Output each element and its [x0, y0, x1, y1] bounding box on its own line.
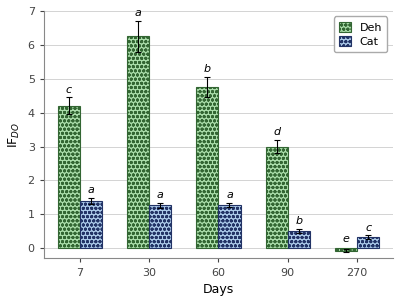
- Bar: [149, 205, 171, 248]
- Bar: [127, 36, 149, 248]
- Text: a: a: [157, 190, 164, 200]
- Bar: [357, 237, 379, 248]
- Bar: [80, 201, 102, 248]
- Bar: [218, 205, 240, 248]
- Bar: [196, 87, 218, 248]
- Text: d: d: [273, 127, 280, 137]
- X-axis label: Days: Days: [203, 283, 234, 296]
- Bar: [335, 248, 357, 251]
- Text: b: b: [204, 64, 211, 74]
- Text: c: c: [365, 223, 371, 233]
- Text: b: b: [295, 216, 302, 226]
- Bar: [288, 231, 310, 248]
- Text: e: e: [342, 234, 349, 244]
- Bar: [58, 106, 80, 248]
- Text: a: a: [226, 190, 233, 200]
- Text: a: a: [134, 8, 142, 18]
- Text: c: c: [66, 85, 72, 95]
- Text: a: a: [88, 185, 94, 195]
- Y-axis label: IF$_{DO}$: IF$_{DO}$: [7, 122, 22, 148]
- Legend: Deh, Cat: Deh, Cat: [334, 16, 388, 52]
- Bar: [266, 147, 288, 248]
